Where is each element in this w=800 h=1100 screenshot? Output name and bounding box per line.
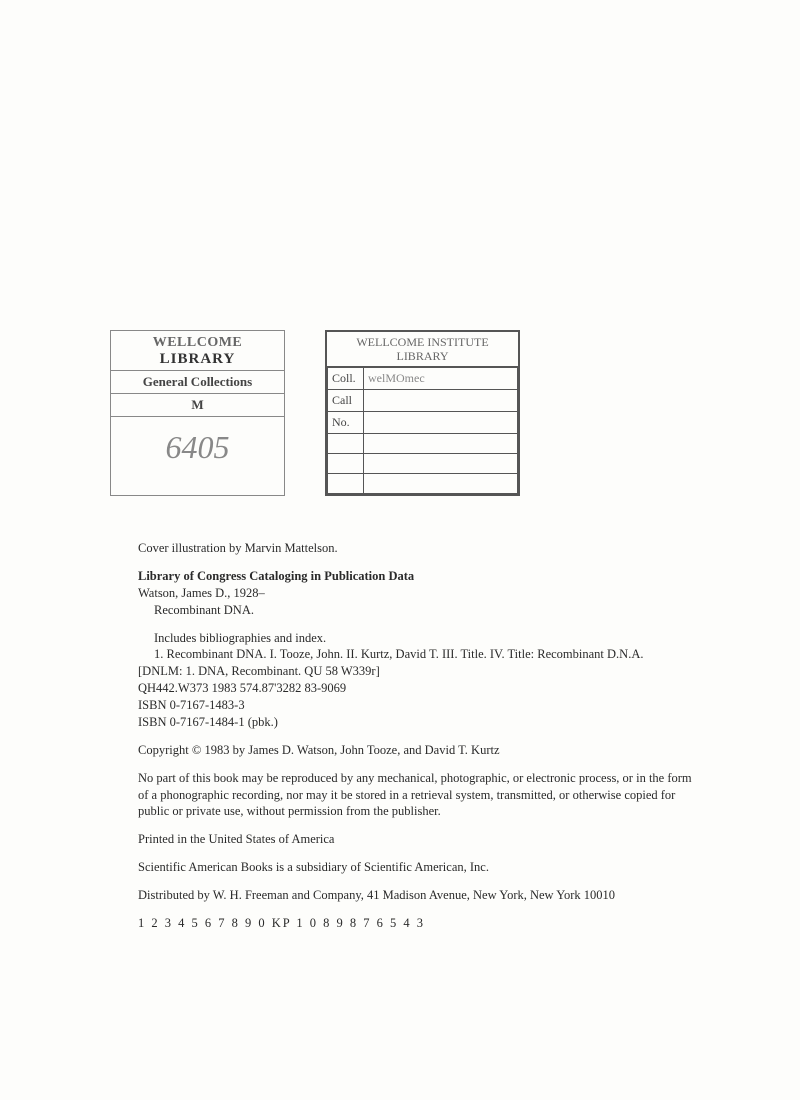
stamp-left-title1: WELLCOME xyxy=(113,335,282,351)
cip-work: Recombinant DNA. xyxy=(138,602,698,619)
cell-value xyxy=(364,473,518,493)
wellcome-institute-stamp: WELLCOME INSTITUTE LIBRARY Coll. welMOme… xyxy=(325,330,520,496)
wellcome-library-stamp: WELLCOME LIBRARY General Collections M 6… xyxy=(110,330,285,496)
stamp-left-number: 6405 xyxy=(111,417,284,484)
cell-value: welMOmec xyxy=(364,367,518,389)
dnlm-line: [DNLM: 1. DNA, Recombinant. QU 58 W339r] xyxy=(138,663,698,680)
stamp-left-m: M xyxy=(111,394,284,417)
cell-value xyxy=(364,433,518,453)
cell-label: Coll. xyxy=(328,367,364,389)
cell-label: Call xyxy=(328,389,364,411)
cell-label xyxy=(328,473,364,493)
distribution-note: Distributed by W. H. Freeman and Company… xyxy=(138,887,698,904)
table-row xyxy=(328,473,518,493)
rights-statement: No part of this book may be reproduced b… xyxy=(138,770,698,821)
library-stamps: WELLCOME LIBRARY General Collections M 6… xyxy=(110,330,520,496)
includes-note: Includes bibliographies and index. xyxy=(138,630,698,647)
subjects-line: 1. Recombinant DNA. I. Tooze, John. II. … xyxy=(138,646,698,663)
cip-title: Library of Congress Cataloging in Public… xyxy=(138,568,698,585)
copyright-page-content: Cover illustration by Marvin Mattelson. … xyxy=(138,540,698,943)
copyright-notice: Copyright © 1983 by James D. Watson, Joh… xyxy=(138,742,698,759)
stamp-left-title2: LIBRARY xyxy=(113,351,282,368)
cell-value xyxy=(364,411,518,433)
cell-label xyxy=(328,433,364,453)
table-row xyxy=(328,453,518,473)
cell-value xyxy=(364,389,518,411)
stamp-right-header1: WELLCOME INSTITUTE xyxy=(356,335,488,349)
table-row: No. xyxy=(328,411,518,433)
cell-value xyxy=(364,453,518,473)
isbn-2: ISBN 0-7167-1484-1 (pbk.) xyxy=(138,714,698,731)
subsidiary-note: Scientific American Books is a subsidiar… xyxy=(138,859,698,876)
cip-author: Watson, James D., 1928– xyxy=(138,585,698,602)
isbn-1: ISBN 0-7167-1483-3 xyxy=(138,697,698,714)
stamp-left-collections: General Collections xyxy=(111,371,284,394)
cell-label: No. xyxy=(328,411,364,433)
printing-number-line: 1 2 3 4 5 6 7 8 9 0 KP 1 0 8 9 8 7 6 5 4… xyxy=(138,915,698,932)
stamp-right-table: Coll. welMOmec Call No. xyxy=(327,367,518,494)
classification-line: QH442.W373 1983 574.87'3282 83-9069 xyxy=(138,680,698,697)
printed-in: Printed in the United States of America xyxy=(138,831,698,848)
table-row: Coll. welMOmec xyxy=(328,367,518,389)
table-row: Call xyxy=(328,389,518,411)
stamp-right-header: WELLCOME INSTITUTE LIBRARY xyxy=(327,332,518,367)
cover-illustration-credit: Cover illustration by Marvin Mattelson. xyxy=(138,540,698,557)
stamp-left-header: WELLCOME LIBRARY xyxy=(111,331,284,371)
cell-label xyxy=(328,453,364,473)
table-row xyxy=(328,433,518,453)
stamp-right-header2: LIBRARY xyxy=(396,349,448,363)
